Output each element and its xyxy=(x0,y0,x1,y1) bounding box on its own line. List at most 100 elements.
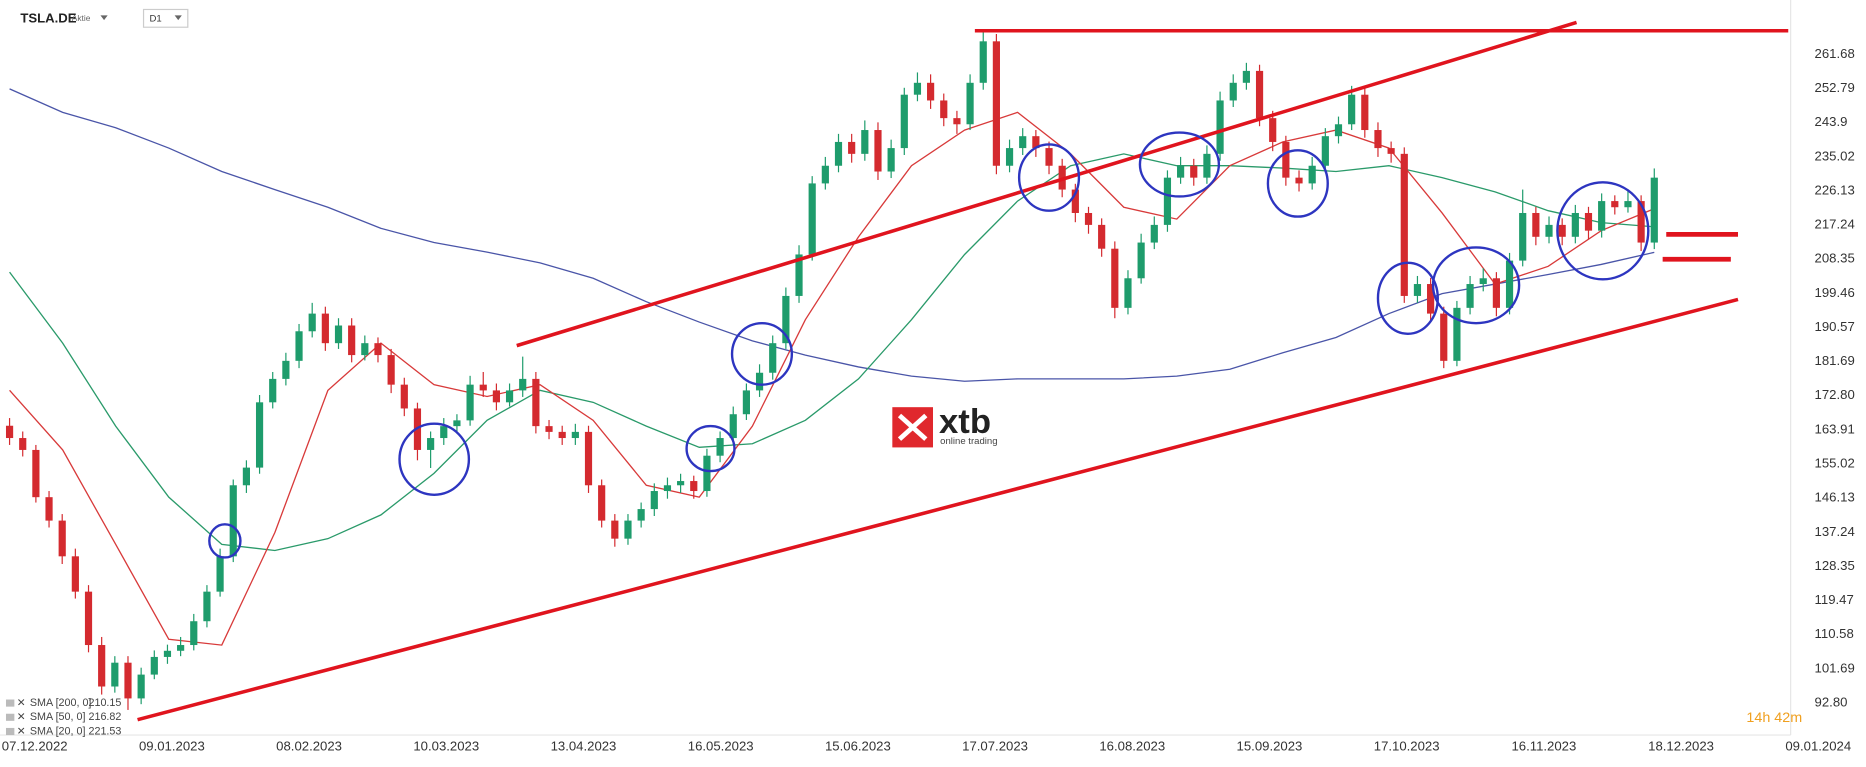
candle-body xyxy=(729,414,737,439)
legend-close[interactable]: ✕ xyxy=(17,725,26,737)
symbol[interactable]: TSLA.DE xyxy=(20,10,77,25)
y-tick-label: 208.35 xyxy=(1815,251,1855,266)
candle-body xyxy=(808,183,816,255)
interval-box[interactable] xyxy=(142,8,189,28)
y-tick-label: 243.9 xyxy=(1815,114,1848,129)
candle-body xyxy=(900,94,908,149)
candle-body xyxy=(650,491,658,510)
x-tick-label: 17.07.2023 xyxy=(962,738,1028,753)
legend-value: 221.53 xyxy=(89,725,122,737)
x-tick-label: 16.11.2023 xyxy=(1511,738,1576,753)
y-tick-label: 190.57 xyxy=(1815,319,1855,334)
instrument-type: Aktie xyxy=(72,13,91,23)
candle-body xyxy=(1624,201,1632,208)
y-tick-label: 101.69 xyxy=(1815,660,1855,675)
candle-body xyxy=(163,650,172,657)
candle-body xyxy=(1269,118,1277,142)
y-tick-label: 217.24 xyxy=(1815,217,1855,232)
candle-body xyxy=(177,645,185,651)
x-tick-label: 09.01.2023 xyxy=(139,738,205,753)
y-tick-label: 172.80 xyxy=(1815,387,1855,402)
candle-body xyxy=(269,378,277,403)
candle-body xyxy=(505,390,514,403)
candle-body xyxy=(769,343,777,373)
candle-body xyxy=(361,343,369,356)
candle-body xyxy=(795,254,803,296)
y-tick-label: 163.91 xyxy=(1815,421,1855,436)
candle-body xyxy=(1387,148,1395,154)
candle-body xyxy=(98,645,106,687)
interval-dropdown[interactable] xyxy=(174,15,182,21)
candle-body xyxy=(1598,201,1606,231)
candle-body xyxy=(1453,307,1461,361)
candle-body xyxy=(1505,260,1514,308)
candle-body xyxy=(1558,224,1566,237)
x-tick-label: 13.04.2023 xyxy=(551,738,617,753)
y-tick-label: 261.68 xyxy=(1815,46,1855,61)
candle-body xyxy=(1216,100,1224,154)
candle-body xyxy=(624,520,632,539)
candle-body xyxy=(1492,278,1500,308)
candle-body xyxy=(203,591,211,622)
y-tick-label: 92.80 xyxy=(1815,695,1848,710)
candle-body xyxy=(1190,165,1198,178)
candle-body xyxy=(242,467,250,486)
y-tick-label: 128.35 xyxy=(1815,558,1855,573)
candle-body xyxy=(45,497,53,521)
interval: D1 xyxy=(150,13,162,24)
circle xyxy=(208,523,242,559)
candle-body xyxy=(1584,212,1593,231)
legend-close[interactable]: ✕ xyxy=(17,697,26,709)
candle-body xyxy=(611,520,619,539)
candle-body xyxy=(532,378,540,427)
x-tick-label: 07.12.2022 xyxy=(2,738,68,753)
highlight-circles xyxy=(208,131,1650,559)
circle xyxy=(1138,131,1221,198)
candle-body xyxy=(427,438,435,450)
candle-body xyxy=(545,426,553,432)
candle-body xyxy=(216,556,224,592)
y-tick-label: 226.13 xyxy=(1815,182,1855,197)
candle-body xyxy=(1427,284,1435,314)
x-tick-label: 16.05.2023 xyxy=(688,738,754,753)
logo-tagline: online trading xyxy=(940,436,997,447)
candle-body xyxy=(874,130,882,172)
candle-body xyxy=(663,485,672,492)
candle-body xyxy=(834,141,843,166)
candle-body xyxy=(492,390,500,403)
candle-body xyxy=(742,390,750,415)
candle-body xyxy=(1084,212,1093,225)
x-tick-label: 15.09.2023 xyxy=(1237,738,1303,753)
y-tick-label: 137.24 xyxy=(1815,524,1855,539)
legend-icon xyxy=(5,713,15,721)
candle-body xyxy=(1532,212,1540,237)
legend-close[interactable]: ✕ xyxy=(17,711,26,723)
candle-body xyxy=(295,331,303,361)
legend-value: 210.15 xyxy=(89,697,122,709)
symbol-dropdown[interactable] xyxy=(100,15,108,21)
upper-channel-line xyxy=(516,20,1578,348)
legend-icon xyxy=(5,727,15,736)
candle-body xyxy=(255,402,264,468)
candle-body xyxy=(387,355,395,385)
x-tick-label: 16.08.2023 xyxy=(1099,738,1165,753)
candle-body xyxy=(348,325,356,356)
circle xyxy=(1266,149,1329,218)
sma-line xyxy=(9,88,1655,382)
candle-body xyxy=(1334,124,1343,137)
candle-body xyxy=(1374,130,1382,149)
candle-body xyxy=(479,384,487,391)
candle-body xyxy=(1413,284,1422,296)
y-tick-label: 181.69 xyxy=(1815,353,1855,368)
candle-body xyxy=(1177,165,1185,178)
candle-body xyxy=(466,384,474,421)
candle-body xyxy=(71,556,79,592)
x-tick-label: 09.01.2024 xyxy=(1785,738,1851,753)
candle-body xyxy=(992,41,1000,166)
y-tick-label: 199.46 xyxy=(1815,285,1855,300)
candle-body xyxy=(321,313,329,344)
candle-body xyxy=(308,313,316,332)
candle-body xyxy=(1203,153,1211,178)
